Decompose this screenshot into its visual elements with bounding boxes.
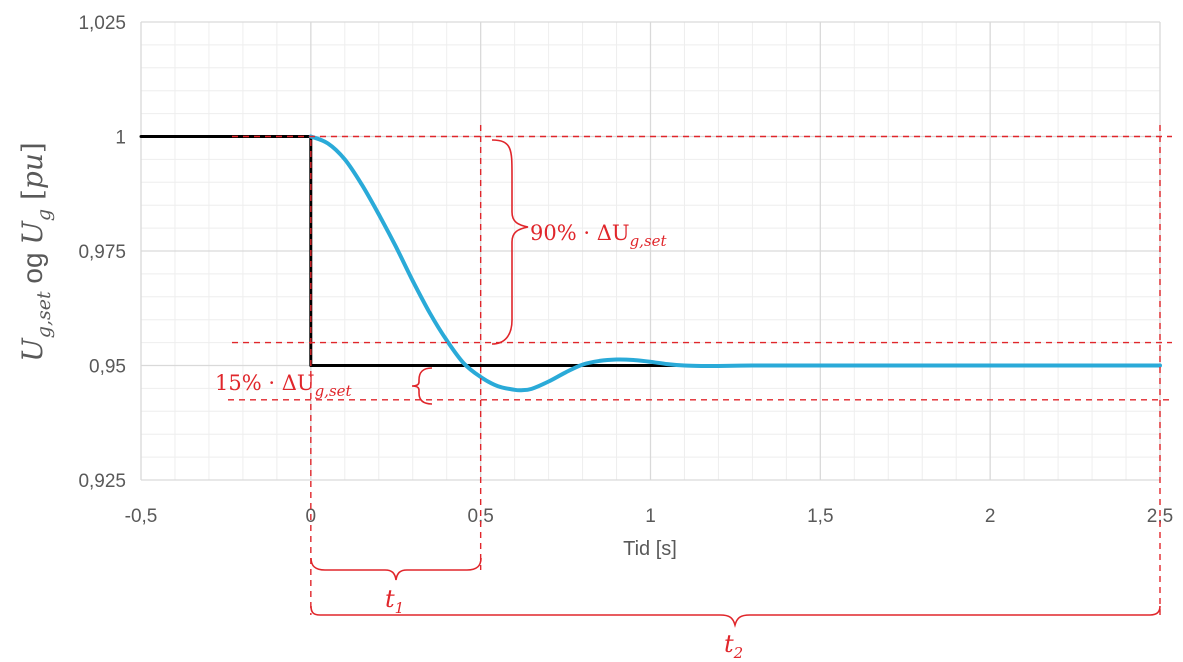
annotations [228, 125, 1172, 628]
y-tick-label: 0,95 [89, 357, 126, 378]
bracket-90-percent [491, 139, 529, 345]
grid [140, 21, 1161, 481]
y-axis-title: Ug,set og Ug [pu] [16, 142, 55, 362]
y-tick-label: 1 [115, 128, 126, 149]
x-tick-label: 0,5 [467, 506, 493, 527]
x-axis-title: Tid [s] [623, 538, 677, 560]
x-tick-label: 1 [645, 506, 656, 527]
y-tick-label: 0,925 [78, 471, 126, 492]
label-15-percent: 15% · ΔUg,set [215, 371, 353, 400]
label-90-percent: 90% · ΔUg,set [530, 221, 668, 250]
bracket-t1 [310, 557, 482, 581]
x-tick-label: 2,5 [1147, 506, 1173, 527]
series-response-line [308, 134, 1162, 393]
label-t1: t1 [385, 585, 404, 617]
y-tick-label: 0,975 [78, 242, 126, 263]
y-tick-label: 1,025 [78, 13, 126, 34]
x-tick-label: 2 [985, 506, 996, 527]
x-tick-label: 1,5 [807, 506, 833, 527]
x-tick-labels: -0,5 0 0,5 1 1,5 2 2,5 [125, 506, 1174, 527]
bracket-t2 [310, 605, 1161, 628]
x-tick-label: -0,5 [125, 506, 158, 527]
bracket-15-percent [411, 367, 433, 405]
y-tick-labels: 0,925 0,95 0,975 1 1,025 [78, 13, 126, 492]
label-t2: t2 [724, 630, 743, 662]
